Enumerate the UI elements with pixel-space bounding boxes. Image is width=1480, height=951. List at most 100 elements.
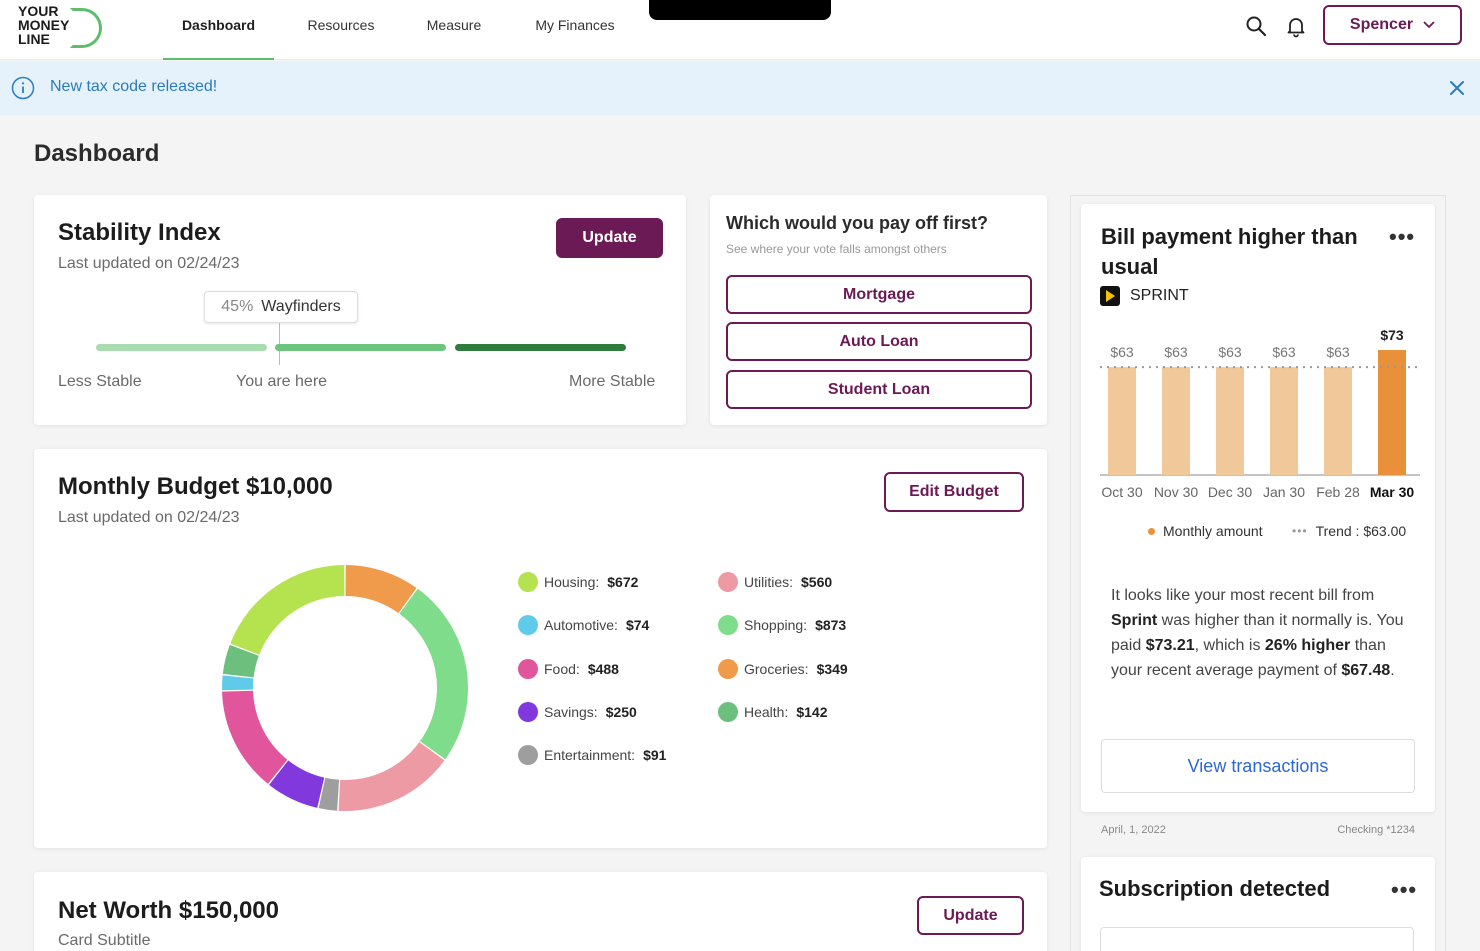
legend-dot: [518, 745, 538, 766]
tab-my-finances[interactable]: My Finances: [535, 17, 615, 33]
bill-more-options-icon[interactable]: •••: [1389, 224, 1416, 249]
chart-bar: [1378, 350, 1406, 475]
legend-value: $349: [816, 660, 848, 677]
legend-item: Food: $488: [518, 658, 619, 680]
chart-bar: [1108, 367, 1136, 475]
search-icon[interactable]: [1244, 14, 1268, 38]
legend-dot: [518, 572, 538, 592]
budget-updated: Last updated on 02/24/23: [58, 509, 240, 526]
chart-x-tick-label: Jan 30: [1263, 484, 1305, 500]
legend-value: $488: [587, 660, 619, 677]
close-icon[interactable]: [1448, 79, 1466, 102]
networth-update-button[interactable]: Update: [917, 896, 1024, 935]
chart-legend-trend: ••• Trend : $63.00: [1292, 523, 1406, 539]
logo-arc: [70, 8, 102, 48]
chart-data-label: $73: [1380, 327, 1404, 343]
legend-dot: [718, 615, 738, 636]
poll-subtitle: See where your vote falls amongst others: [726, 242, 947, 256]
legend-item: Automotive: $74: [518, 614, 649, 636]
poll-option-mortgage[interactable]: Mortgage: [726, 275, 1032, 314]
chart-x-tick-label: Nov 30: [1154, 484, 1199, 500]
stability-updated: Last updated on 02/24/23: [58, 255, 240, 272]
budget-card: [34, 449, 1047, 848]
sprint-logo-icon: [1100, 286, 1120, 306]
donut-slice: [269, 760, 325, 808]
bill-card: [1081, 204, 1435, 812]
chart-data-label: $63: [1110, 344, 1134, 360]
tooltip-label: Wayfinders: [261, 298, 341, 315]
legend-value: $672: [607, 574, 639, 590]
networth-card: [34, 872, 1047, 951]
poll-option-student-loan[interactable]: Student Loan: [726, 370, 1032, 409]
subscription-title: Subscription detected: [1099, 876, 1331, 901]
chart-bar: [1216, 367, 1244, 475]
user-menu-button[interactable]: Spencer: [1323, 5, 1462, 45]
tab-resources[interactable]: Resources: [307, 17, 375, 33]
legend-item: Health: $142: [718, 701, 828, 723]
bill-description: It looks like your most recent bill from…: [1111, 587, 1404, 679]
legend-dot: [518, 658, 538, 679]
merchant-name: SPRINT: [1130, 287, 1189, 304]
chart-data-label: $63: [1272, 344, 1296, 360]
chart-data-label: $63: [1164, 344, 1188, 360]
stability-tooltip: 45% Wayfinders: [204, 291, 358, 323]
chart-x-tick-label: Oct 30: [1101, 484, 1142, 500]
budget-donut-chart: [222, 565, 468, 811]
merchant-row: SPRINT: [1100, 286, 1189, 306]
legend-label: Utilities:: [744, 574, 794, 590]
less-stable-label: Less Stable: [58, 373, 142, 390]
subscription-more-options-icon[interactable]: •••: [1391, 877, 1418, 902]
stability-segment-low: [96, 344, 267, 351]
chart-data-label: $63: [1326, 344, 1350, 360]
bill-title: Bill payment higher than usual: [1101, 224, 1358, 279]
donut-slice: [222, 690, 288, 784]
edit-budget-button[interactable]: Edit Budget: [884, 472, 1024, 512]
chevron-down-icon: [1423, 16, 1435, 34]
legend-value: $560: [801, 574, 833, 590]
chart-x-tick-label: Mar 30: [1370, 484, 1415, 500]
poll-title: Which would you pay off first?: [726, 213, 988, 233]
chart-bar: [1270, 367, 1298, 475]
legend-label: Food:: [544, 660, 580, 677]
app-logo[interactable]: YOUR MONEY LINE: [18, 3, 102, 50]
donut-slice: [222, 675, 254, 691]
notification-banner: New tax code released!: [0, 61, 1480, 115]
view-transactions-button[interactable]: View transactions: [1101, 739, 1415, 793]
legend-label: Automotive:: [544, 617, 618, 634]
legend-label: Groceries:: [744, 660, 809, 677]
legend-item: Groceries: $349: [718, 658, 848, 680]
stability-segment-mid: [275, 344, 446, 351]
page-title: Dashboard: [34, 140, 160, 167]
bill-date: April, 1, 2022: [1101, 824, 1166, 836]
donut-slice: [222, 644, 259, 678]
donut-slice: [318, 777, 340, 811]
poll-option-auto-loan[interactable]: Auto Loan: [726, 322, 1032, 361]
banner-text: New tax code released!: [50, 78, 218, 95]
trend-legend-dots: •••: [1292, 524, 1308, 538]
tooltip-percent: 45%: [221, 298, 254, 315]
tab-measure[interactable]: Measure: [426, 17, 482, 33]
bell-icon[interactable]: [1284, 14, 1308, 38]
logo-text: YOUR MONEY LINE: [18, 3, 70, 47]
legend-value: $74: [625, 617, 650, 634]
more-stable-label: More Stable: [569, 373, 656, 390]
legend-label: Housing:: [544, 574, 600, 590]
chart-bar: [1324, 367, 1352, 475]
legend-dot: [718, 658, 738, 679]
chart-data-label: $63: [1218, 344, 1242, 360]
legend-dot: [718, 701, 738, 722]
legend-trend-label: Trend : $63.00: [1315, 523, 1407, 539]
legend-value: $142: [796, 703, 828, 720]
legend-item: Shopping: $873: [718, 614, 846, 636]
tab-dashboard[interactable]: Dashboard: [163, 0, 274, 60]
bill-bar-chart: $63 Oct 30 $63 Nov 30 $63 Dec 30 $63 Jan 30 $63 F…: [1100, 327, 1420, 500]
legend-item: Housing: $672: [518, 571, 638, 593]
amount-legend-dot: [1148, 527, 1155, 535]
legend-label: Savings:: [544, 703, 598, 720]
legend-item: Savings: $250: [518, 701, 637, 723]
legend-value: $873: [815, 617, 847, 634]
stability-update-button[interactable]: Update: [556, 218, 663, 258]
subscription-item-row[interactable]: [1100, 927, 1414, 951]
donut-slice: [230, 565, 345, 655]
stability-segment-high: [455, 344, 626, 351]
